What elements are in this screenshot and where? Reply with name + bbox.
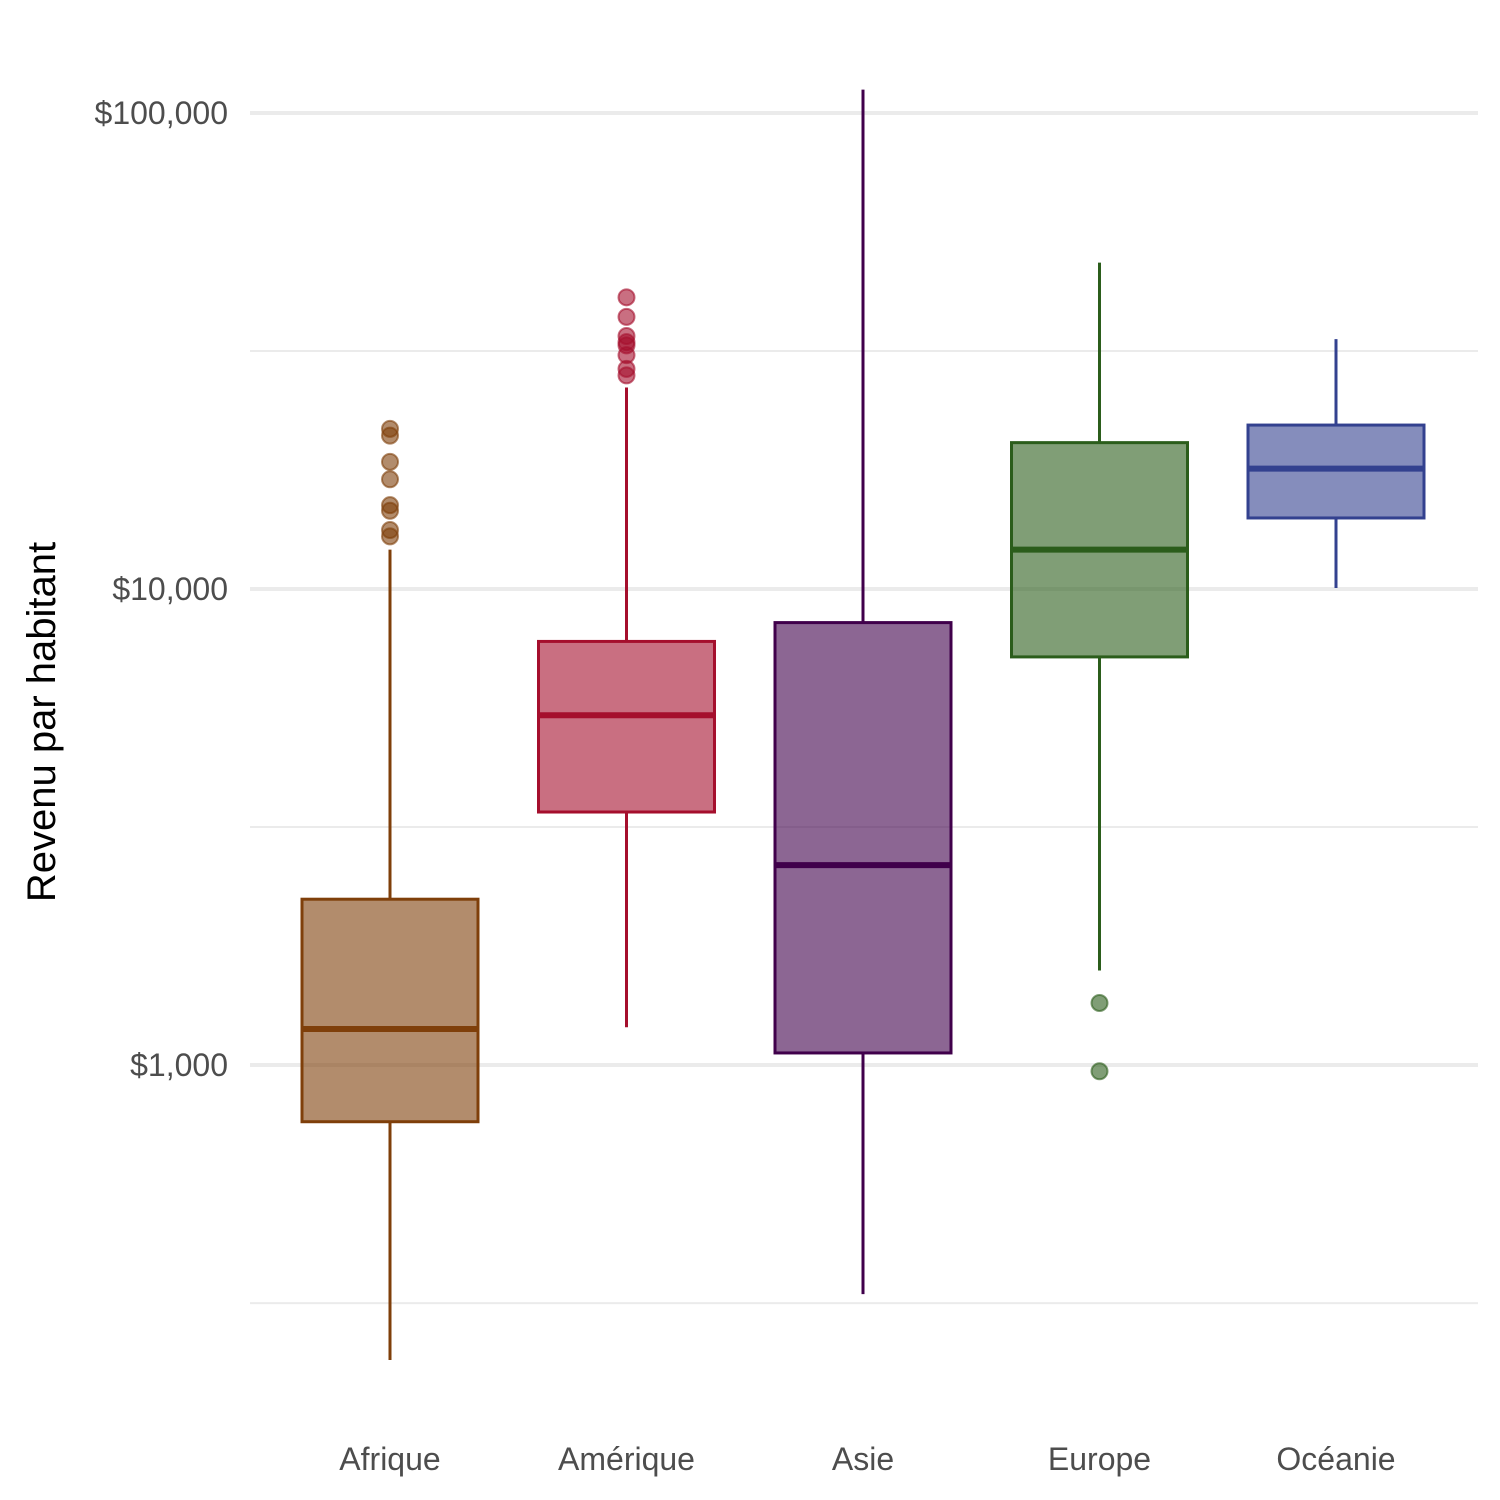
outlier-point [381,470,399,489]
box-amérique [537,288,716,1028]
box-plots [300,89,1426,1361]
y-tick-label: $100,000 [95,95,228,131]
outlier-point [381,419,399,438]
box-europe [1010,262,1189,1081]
box-océanie [1246,339,1426,588]
x-tick-label: Océanie [1276,1441,1395,1477]
iqr-box [537,639,716,814]
iqr-box [300,897,480,1124]
outlier-point [617,307,636,326]
x-tick-label: Europe [1048,1441,1151,1477]
y-axis-title: Revenu par habitant [20,542,64,902]
outlier-point [381,496,399,515]
x-tick-label: Afrique [339,1441,440,1477]
y-tick-label: $1,000 [130,1047,228,1083]
outlier-point [1090,1062,1109,1081]
outlier-point [617,327,636,346]
outlier-point [1090,993,1109,1012]
box-afrique [300,419,480,1361]
outlier-point [381,452,399,471]
outlier-point [381,521,399,540]
iqr-box [773,621,953,1055]
x-tick-label: Asie [832,1441,894,1477]
outlier-point [617,288,636,307]
x-tick-label: Amérique [558,1441,695,1477]
x-axis-tick-labels: Afrique Amérique Asie Europe Océanie [339,1441,1395,1477]
y-axis-tick-labels: $1,000 $10,000 $100,000 [95,95,228,1083]
box-asie [773,89,953,1295]
y-tick-label: $10,000 [112,571,228,607]
